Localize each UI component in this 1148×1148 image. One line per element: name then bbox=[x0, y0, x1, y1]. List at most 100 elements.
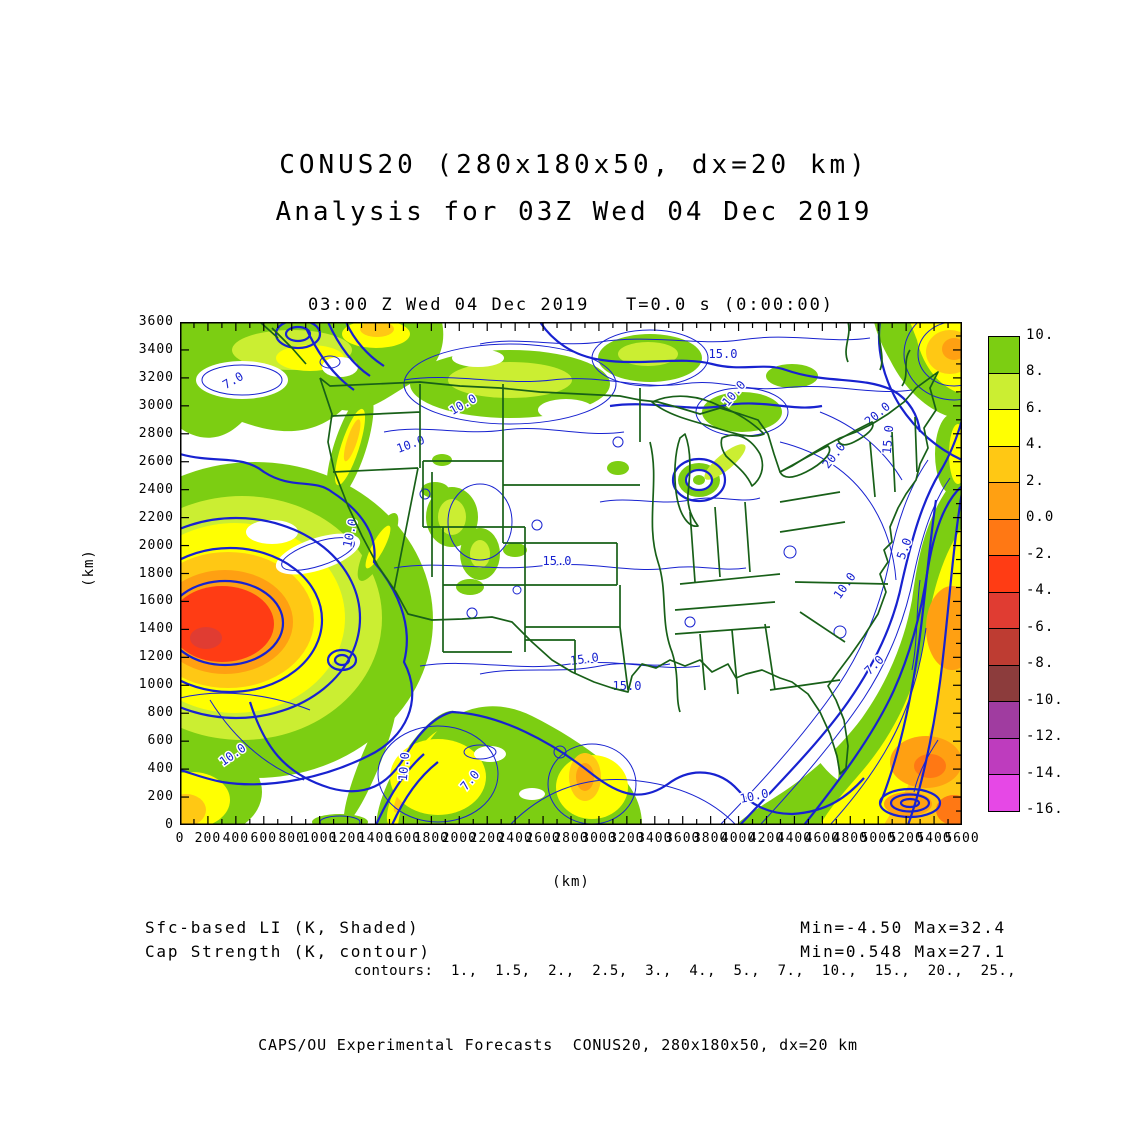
y-tick-label: 3400 bbox=[138, 341, 174, 357]
li-shaded-field-layer bbox=[180, 322, 962, 825]
pacific-li-minimum-blob bbox=[180, 462, 433, 778]
y-tick-label: 2800 bbox=[138, 425, 174, 441]
colorbar-tick-label: 0.0 bbox=[1026, 509, 1055, 526]
colorbar-segment bbox=[989, 519, 1019, 557]
contour-value-label: 15.0 bbox=[709, 347, 738, 361]
colorbar-tick-label: 8. bbox=[1026, 363, 1045, 380]
y-tick-label: 2200 bbox=[138, 509, 174, 525]
axis-ticks-layer bbox=[181, 323, 961, 824]
x-tick-label: 4200 bbox=[748, 831, 785, 846]
y-tick-label: 2000 bbox=[138, 537, 174, 553]
y-tick-label: 0 bbox=[165, 817, 174, 832]
colorbar-tick-label: 2. bbox=[1026, 472, 1045, 489]
y-tick-label: 1400 bbox=[138, 621, 174, 637]
x-tick-label: 200 bbox=[194, 831, 222, 846]
contour-levels-list: contours: 1., 1.5, 2., 2.5, 3., 4., 5., … bbox=[353, 963, 1016, 979]
contour-field-minmax: Min=0.548 Max=27.1 bbox=[800, 942, 1006, 961]
colorbar-tick-label: 10. bbox=[1026, 327, 1055, 343]
y-tick-label: 3000 bbox=[138, 397, 174, 413]
y-tick-label: 1800 bbox=[138, 565, 174, 581]
map-plot: 7.010.010.010.015.010.020.015.015.015.05… bbox=[180, 322, 962, 825]
plot-title: 03:00 Z Wed 04 Dec 2019 T=0.0 s (0:00:00… bbox=[307, 295, 835, 315]
x-tick-label: 2000 bbox=[441, 831, 477, 846]
colorbar-tick-label: -12. bbox=[1026, 728, 1064, 745]
contour-value-label: 10.0 bbox=[395, 433, 427, 456]
x-tick-label: 1400 bbox=[357, 831, 394, 846]
colorbar-segment bbox=[989, 556, 1019, 593]
colorbar-tick-label: -10. bbox=[1026, 691, 1064, 708]
x-tick-label: 0 bbox=[175, 831, 185, 846]
x-axis-unit-label: (km) bbox=[552, 874, 590, 890]
x-tick-label: 1800 bbox=[413, 831, 449, 846]
colorbar-tick-label: -4. bbox=[1026, 582, 1055, 599]
colorbar-segment bbox=[989, 629, 1019, 666]
plot-frame bbox=[180, 322, 962, 825]
contour-value-label: 15.0 bbox=[543, 554, 572, 568]
colorbar-segment bbox=[989, 702, 1019, 739]
contour-value-label: 10.0 bbox=[739, 786, 770, 806]
x-tick-label: 1000 bbox=[301, 831, 338, 846]
y-tick-label: 2600 bbox=[138, 453, 174, 469]
x-tick-label: 3000 bbox=[581, 831, 617, 846]
colorbar-tick-label: 6. bbox=[1026, 399, 1045, 416]
colorbar-tick-label: 4. bbox=[1026, 436, 1045, 453]
colorbar-segment bbox=[989, 483, 1019, 520]
state-borders-layer bbox=[259, 322, 939, 775]
colorbar-tick-label: -8. bbox=[1026, 655, 1055, 672]
colorbar-segment bbox=[989, 738, 1019, 776]
x-tick-label: 1200 bbox=[329, 831, 366, 846]
contour-value-label: 5.0 bbox=[894, 536, 915, 561]
contour-value-label: 10.0 bbox=[831, 570, 859, 602]
x-tick-label: 3600 bbox=[665, 831, 701, 846]
y-tick-label: 400 bbox=[147, 761, 174, 777]
x-tick-label: 2400 bbox=[497, 831, 533, 846]
page-title-line2: Analysis for 03Z Wed 04 Dec 2019 bbox=[275, 197, 873, 227]
colorbar-tick-label: -6. bbox=[1026, 618, 1055, 635]
contour-value-label: 15.0 bbox=[569, 650, 600, 668]
contour-value-label: 10.0 bbox=[396, 752, 412, 782]
x-tick-label: 5600 bbox=[944, 831, 980, 846]
x-tick-label: 4600 bbox=[804, 831, 840, 846]
colorbar-segment bbox=[989, 592, 1019, 630]
y-tick-label: 1000 bbox=[138, 677, 174, 693]
x-tick-label: 4400 bbox=[776, 831, 813, 846]
x-tick-label: 1600 bbox=[385, 831, 422, 846]
colorbar-tick-label: -16. bbox=[1026, 801, 1064, 817]
x-tick-label: 2600 bbox=[525, 831, 561, 846]
x-tick-label: 3400 bbox=[637, 831, 673, 846]
x-tick-label: 4800 bbox=[832, 831, 868, 846]
shaded-field-label: Sfc-based LI (K, Shaded) bbox=[145, 918, 420, 937]
y-tick-label: 2400 bbox=[138, 481, 174, 497]
colorbar-tick-label: -2. bbox=[1026, 545, 1055, 562]
y-tick-label: 600 bbox=[147, 733, 174, 749]
x-tick-label: 2200 bbox=[469, 831, 505, 846]
y-axis-unit-label: (km) bbox=[80, 549, 97, 587]
x-tick-label: 800 bbox=[278, 831, 305, 846]
y-tick-label: 1200 bbox=[138, 649, 174, 665]
colorbar-tick-label: -14. bbox=[1026, 764, 1064, 781]
x-tick-label: 3800 bbox=[692, 831, 729, 846]
page-title-line1: CONUS20 (280x180x50, dx=20 km) bbox=[279, 150, 869, 180]
y-tick-label: 3200 bbox=[138, 369, 174, 385]
x-tick-label: 5400 bbox=[916, 831, 952, 846]
x-tick-label: 5200 bbox=[888, 831, 924, 846]
atlantic-li-band bbox=[726, 470, 962, 825]
y-tick-label: 1600 bbox=[138, 593, 174, 609]
x-tick-label: 2800 bbox=[553, 831, 589, 846]
x-tick-label: 3200 bbox=[609, 831, 645, 846]
x-tick-label: 400 bbox=[222, 831, 250, 846]
y-tick-label: 200 bbox=[147, 789, 174, 805]
colorbar-segment bbox=[989, 775, 1019, 811]
x-tick-label: 4000 bbox=[720, 831, 757, 846]
contour-value-label: 15.0 bbox=[880, 425, 896, 455]
colorbar-segment bbox=[989, 337, 1019, 374]
footer-text: CAPS/OU Experimental Forecasts CONUS20, … bbox=[258, 1036, 858, 1054]
colorbar-segment bbox=[989, 410, 1019, 447]
contour-field-label: Cap Strength (K, contour) bbox=[145, 942, 431, 961]
x-tick-label: 5000 bbox=[860, 831, 896, 846]
colorbar-segment bbox=[989, 373, 1019, 411]
colorbar-segment bbox=[989, 665, 1019, 703]
y-tick-label: 3600 bbox=[138, 314, 174, 329]
x-tick-label: 600 bbox=[250, 831, 278, 846]
